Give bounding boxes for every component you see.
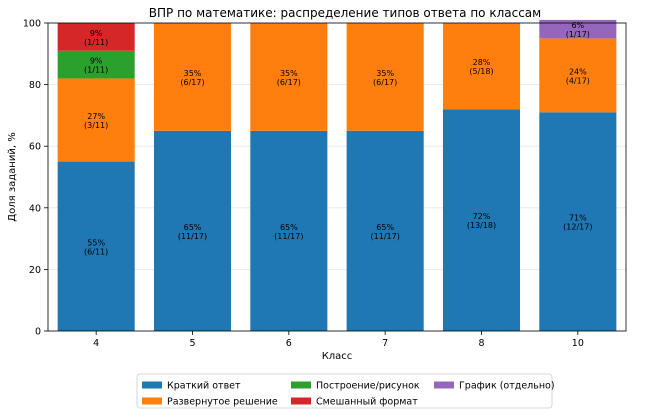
legend-swatch: [142, 381, 162, 389]
bar-count-label: (6/17): [180, 78, 204, 87]
bar-count-label: (1/11): [84, 38, 108, 47]
bar-count-label: (1/11): [84, 66, 108, 75]
bar-count-label: (5/18): [469, 67, 493, 76]
bar-value-label: 65%: [184, 223, 202, 232]
bar-value-label: 24%: [569, 67, 587, 76]
legend-swatch: [434, 381, 454, 389]
bar-count-label: (13/18): [467, 221, 496, 230]
bar-count-label: (11/17): [178, 232, 207, 241]
bar-segment: [442, 109, 521, 332]
bar-value-label: 9%: [90, 57, 103, 66]
bars: [57, 19, 617, 332]
bar-value-label: 35%: [184, 69, 202, 78]
bar-segment: [539, 112, 617, 331]
bar-count-label: (3/11): [84, 121, 108, 130]
legend-label: Построение/рисунок: [316, 381, 420, 392]
bar-segment: [346, 23, 424, 131]
bar-value-label: 72%: [473, 212, 491, 221]
bar-value-label: 35%: [280, 69, 298, 78]
bar-value-label: 9%: [90, 29, 103, 38]
x-tick-label: 4: [93, 338, 99, 349]
legend-swatch: [142, 397, 162, 405]
x-tick-label: 10: [572, 338, 584, 349]
bar-segment: [57, 23, 135, 51]
bar-count-label: (11/17): [371, 232, 400, 241]
x-axis: 4 5 6 7 8 10: [93, 331, 584, 349]
bar-segment: [250, 23, 328, 131]
y-tick-label: 100: [23, 19, 41, 30]
legend-label: Смешанный формат: [316, 397, 418, 408]
bar-count-label: (6/17): [277, 78, 301, 87]
bar-segment: [57, 161, 135, 331]
y-tick-label: 80: [29, 80, 41, 91]
bar-segment: [153, 23, 232, 131]
legend-label: График (отдельно): [459, 381, 555, 392]
bar-count-label: (4/17): [566, 76, 590, 85]
bar-value-label: 6%: [571, 21, 584, 30]
bar-segment: [57, 50, 135, 79]
legend-label: Развернутое решение: [167, 397, 278, 408]
legend-swatch: [291, 397, 311, 405]
x-tick-label: 6: [286, 338, 292, 349]
bar-labels: 55%(6/11)27%(3/11)9%(1/11)9%(1/11)65%(11…: [84, 21, 592, 256]
bar-count-label: (6/17): [373, 78, 397, 87]
chart-title: ВПР по математике: распределение типов о…: [149, 6, 541, 20]
x-tick-label: 8: [478, 338, 484, 349]
bar-segment: [153, 130, 232, 331]
x-tick-label: 7: [382, 338, 388, 349]
legend-label: Краткий ответ: [167, 381, 241, 392]
y-axis-label: Доля заданий, %: [7, 132, 18, 221]
x-tick-label: 5: [189, 338, 195, 349]
bar-segment: [539, 38, 617, 113]
x-axis-label: Класс: [322, 351, 353, 362]
bar-segment: [250, 130, 328, 331]
bar-value-label: 65%: [376, 223, 394, 232]
bar-value-label: 35%: [376, 69, 394, 78]
bar-count-label: (6/11): [84, 247, 108, 256]
bar-value-label: 71%: [569, 214, 587, 223]
legend-swatch: [291, 381, 311, 389]
bar-count-label: (12/17): [563, 223, 592, 232]
bar-value-label: 65%: [280, 223, 298, 232]
bar-segment: [57, 78, 135, 162]
bar-segment: [442, 23, 521, 110]
bar-count-label: (1/17): [566, 30, 590, 39]
y-tick-label: 0: [35, 327, 41, 338]
y-axis: 0 20 40 60 80 100: [23, 19, 48, 338]
bar-value-label: 28%: [473, 58, 491, 67]
plot-frame: [47, 22, 627, 332]
y-tick-label: 60: [29, 142, 41, 153]
y-tick-label: 20: [29, 265, 41, 276]
y-tick-label: 40: [29, 203, 41, 214]
bar-count-label: (11/17): [274, 232, 303, 241]
legend: Краткий ответ Развернутое решение Построен…: [136, 373, 555, 409]
bar-segment: [346, 130, 424, 331]
bar-value-label: 55%: [87, 238, 105, 247]
bar-value-label: 27%: [87, 112, 105, 121]
bar-segment: [539, 19, 617, 39]
